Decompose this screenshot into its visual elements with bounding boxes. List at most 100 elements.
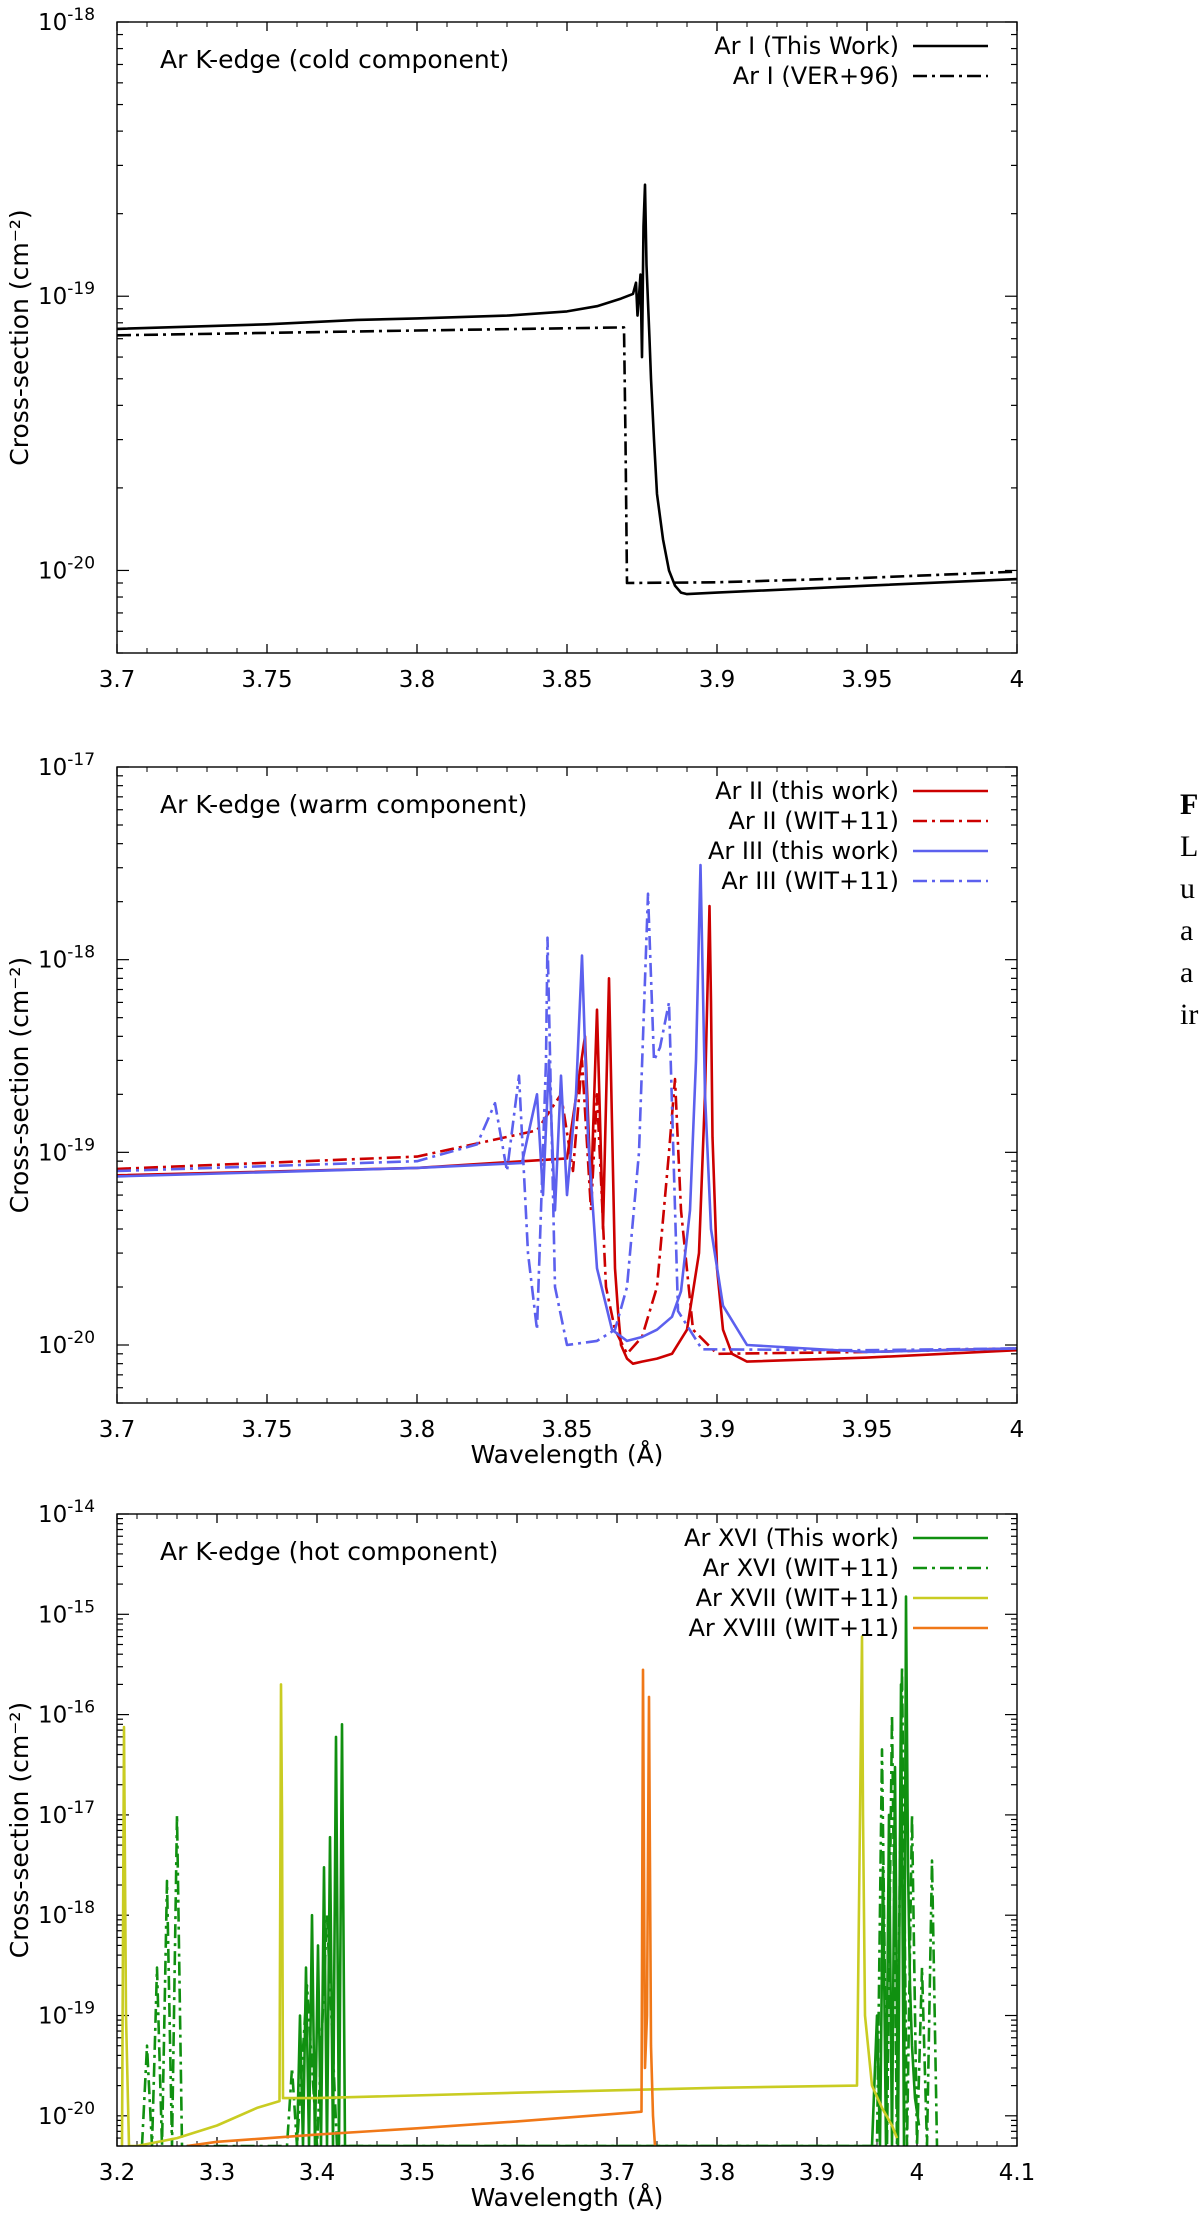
chart-warm-component: 3.7 3.75 3.8 3.85 3.9 3.95 410-2010-1910-1810-…: [5, 750, 1025, 1469]
x-tick-label: 4: [1010, 1417, 1025, 1443]
legend-label: Ar XVI (This work): [684, 1524, 899, 1552]
x-tick-label: 3.9: [799, 2160, 836, 2186]
series-line-2: [117, 1059, 1017, 1356]
y-tick-label: 10-19: [38, 1999, 95, 2030]
caption-line: L: [1180, 830, 1199, 863]
x-tick-label: 3.9: [699, 667, 736, 690]
x-tick-label: 3.2: [99, 2160, 136, 2186]
y-tick-exponent: -18: [67, 1898, 95, 1918]
x-tick-label: 3.95: [841, 1417, 892, 1443]
legend-label: Ar II (this work): [715, 777, 899, 805]
y-tick-label: 10-16: [38, 1698, 95, 1729]
legend-label: Ar I (This Work): [714, 32, 899, 60]
caption-line: u: [1180, 872, 1195, 905]
y-tick-base: 10: [38, 1602, 67, 1628]
y-axis-label: Cross-section (cm⁻²): [5, 209, 34, 465]
series-line-2: [117, 326, 1017, 585]
y-tick-base: 10: [38, 284, 67, 310]
y-tick-base: 10: [38, 1803, 67, 1829]
series-line-1: [295, 1595, 921, 2146]
x-tick-label: 3.7: [99, 667, 136, 690]
y-tick-base: 10: [38, 755, 67, 781]
plot-frame: [116, 21, 1018, 654]
y-tick-exponent: -18: [67, 943, 95, 963]
y-tick-label: 10-19: [38, 279, 95, 310]
y-tick-base: 10: [38, 1903, 67, 1929]
y-tick-label: 10-17: [38, 750, 95, 781]
y-tick-base: 10: [38, 2104, 67, 2130]
x-tick-label: 3.6: [499, 2160, 536, 2186]
chart-title: Ar K-edge (cold component): [160, 45, 509, 74]
y-tick-base: 10: [38, 948, 67, 974]
x-tick-label: 3.85: [541, 1417, 592, 1443]
x-tick-label: 3.9: [699, 1417, 736, 1443]
legend-label: Ar III (this work): [708, 837, 899, 865]
series-line-1: [117, 904, 1017, 1366]
y-tick-base: 10: [38, 10, 67, 36]
legend-label: Ar XVIII (WIT+11): [689, 1614, 899, 1642]
y-tick-base: 10: [38, 1703, 67, 1729]
x-tick-label: 3.7: [99, 1417, 136, 1443]
x-tick-label: 3.4: [299, 2160, 336, 2186]
y-tick-exponent: -15: [67, 1597, 95, 1617]
x-tick-label: 3.8: [699, 2160, 736, 2186]
y-tick-label: 10-18: [38, 943, 95, 974]
y-tick-exponent: -20: [67, 553, 95, 573]
chart-title: Ar K-edge (hot component): [160, 1537, 498, 1566]
y-tick-exponent: -19: [67, 1135, 95, 1155]
y-tick-label: 10-18: [38, 1898, 95, 1929]
y-tick-base: 10: [38, 1333, 67, 1359]
legend-label: Ar XVI (WIT+11): [703, 1554, 899, 1582]
legend-label: Ar I (VER+96): [733, 62, 899, 90]
y-tick-label: 10-20: [38, 1328, 95, 1359]
series-line-2: [140, 1665, 939, 2146]
x-tick-label: 3.75: [241, 1417, 292, 1443]
y-tick-label: 10-19: [38, 1135, 95, 1166]
y-tick-exponent: -14: [67, 1497, 95, 1517]
series-line-4: [186, 1668, 657, 2146]
y-tick-label: 10-20: [38, 553, 95, 584]
series-line-4: [117, 892, 1017, 1352]
x-tick-label: 3.3: [199, 2160, 236, 2186]
legend-label: Ar II (WIT+11): [728, 807, 899, 835]
series-line-1: [117, 183, 1017, 596]
caption-fig-label: F: [1180, 788, 1199, 821]
y-tick-base: 10: [38, 558, 67, 584]
y-tick-label: 10-18: [38, 5, 95, 36]
y-tick-exponent: -19: [67, 1999, 95, 2019]
y-tick-label: 10-20: [38, 2099, 95, 2130]
y-tick-label: 10-14: [38, 1497, 95, 1528]
plot-frame: [116, 1513, 1018, 2147]
chart-cold-component: 3.7 3.75 3.8 3.85 3.9 3.95 410-2010-1910-18Ar …: [5, 5, 1025, 690]
x-tick-label: 3.75: [241, 667, 292, 690]
x-tick-label: 3.85: [541, 667, 592, 690]
x-tick-label: 3.5: [399, 2160, 436, 2186]
x-tick-label: 4.1: [999, 2160, 1036, 2186]
x-tick-label: 4: [1010, 667, 1025, 690]
y-tick-label: 10-17: [38, 1798, 95, 1829]
series-line-3: [117, 863, 1017, 1354]
y-tick-base: 10: [38, 1140, 67, 1166]
y-tick-exponent: -17: [67, 1798, 95, 1818]
y-tick-exponent: -20: [67, 1328, 95, 1348]
chart-title: Ar K-edge (warm component): [160, 790, 527, 819]
y-tick-exponent: -16: [67, 1698, 95, 1718]
x-tick-label: 4: [910, 2160, 925, 2186]
x-axis-label: Wavelength (Å): [471, 1440, 664, 1469]
caption-line: a: [1180, 956, 1194, 989]
y-tick-base: 10: [38, 1502, 67, 1528]
legend-label: Ar XVII (WIT+11): [696, 1584, 899, 1612]
y-tick-label: 10-15: [38, 1597, 95, 1628]
chart-hot-component: 3.2 3.3 3.4 3.5 3.6 3.7 3.8 3.9 4 4.110-2010-1910…: [5, 1497, 1036, 2212]
y-tick-exponent: -19: [67, 279, 95, 299]
y-axis-label: Cross-section (cm⁻²): [5, 957, 34, 1213]
x-tick-label: 3.8: [399, 1417, 436, 1443]
y-tick-base: 10: [38, 2004, 67, 2030]
x-axis-label: Wavelength (Å): [471, 2183, 664, 2212]
y-tick-exponent: -17: [67, 750, 95, 770]
legend-label: Ar III (WIT+11): [721, 867, 899, 895]
plot-frame: [116, 766, 1018, 1404]
x-tick-label: 3.95: [841, 667, 892, 690]
series-line-3: [120, 1635, 899, 2146]
y-tick-exponent: -20: [67, 2099, 95, 2119]
